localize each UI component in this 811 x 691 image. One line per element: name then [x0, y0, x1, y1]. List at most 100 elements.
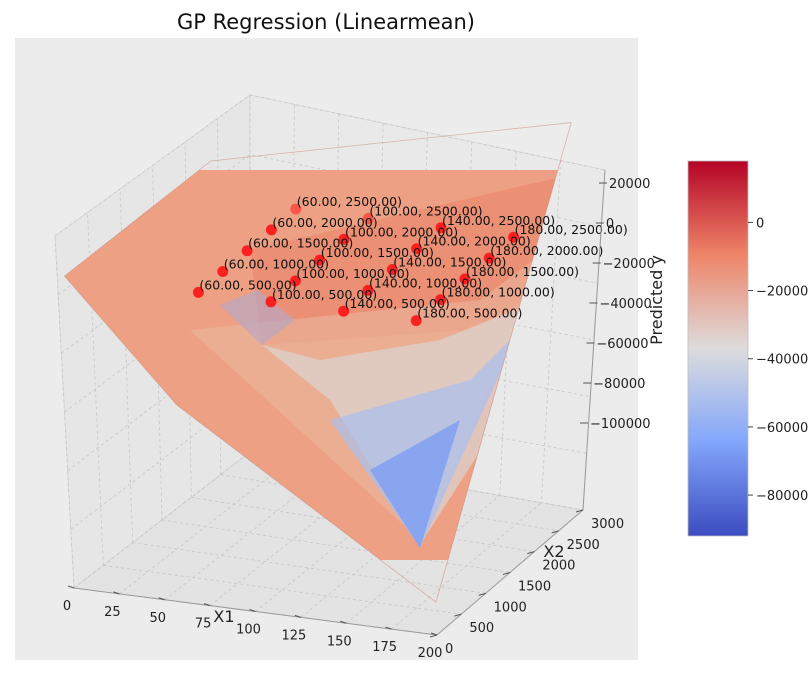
colorbar-tick-label: 0	[756, 216, 764, 231]
x1-axis-label: X1	[213, 607, 234, 626]
x1-tick-label: 175	[372, 640, 397, 655]
x1-tick-label: 200	[418, 646, 443, 661]
data-point	[265, 224, 277, 236]
data-point	[435, 294, 447, 306]
data-point	[435, 222, 447, 234]
data-point	[192, 286, 204, 298]
x1-tick-label: 50	[149, 611, 166, 626]
point-label: (140.00, 1500.00)	[393, 255, 506, 270]
x2-axis-label: X2	[543, 542, 564, 561]
colorbar-ticks: 0 −20000 −40000 −60000 −80000	[748, 216, 808, 504]
z-axis-label: Predicted y	[647, 255, 666, 345]
observed-points	[192, 203, 520, 327]
x1-tick-label: 150	[327, 634, 352, 649]
data-point	[241, 245, 253, 257]
x1-tick-label: 25	[104, 605, 121, 620]
grid-line-x2	[161, 519, 511, 573]
colorbar	[687, 160, 749, 537]
x1-tick-label: 75	[195, 617, 212, 632]
point-label: (100.00, 2000.00)	[345, 224, 458, 239]
surface-trough	[220, 290, 295, 345]
data-point	[410, 315, 422, 327]
point-label: (140.00, 2000.00)	[418, 234, 531, 249]
x1-tick-mark	[430, 632, 438, 636]
z-tick-label: −100000	[590, 417, 651, 432]
z-tick-label: −20000	[603, 257, 655, 272]
x1-tick-mark	[113, 591, 120, 595]
x2-tick-mark	[527, 551, 535, 555]
data-point	[411, 243, 423, 255]
z-tick-label: −80000	[593, 377, 645, 392]
point-label: (100.00, 1500.00)	[321, 245, 434, 260]
x2-tick-mark	[502, 572, 511, 575]
data-point	[362, 284, 374, 296]
surface-outline	[63, 122, 572, 603]
chart-title: GP Regression (Linearmean)	[177, 10, 475, 34]
point-label: (60.00, 2000.00)	[272, 215, 377, 230]
data-point	[217, 266, 229, 277]
colorbar-tick-label: −20000	[756, 285, 808, 300]
x1-tick-label: 100	[236, 623, 261, 638]
x1-tick-mark	[203, 603, 211, 607]
colorbar-tick-label: −40000	[756, 353, 808, 368]
point-label: (180.00, 2500.00)	[515, 222, 628, 237]
data-point	[483, 252, 495, 264]
x2-tick-label: 500	[469, 621, 494, 636]
x2-tick-label: 1500	[518, 580, 551, 595]
surface-cool-region	[330, 330, 520, 548]
data-point	[459, 273, 471, 285]
point-label: (100.00, 500.00)	[272, 287, 377, 302]
point-label: (60.00, 2500.00)	[297, 194, 402, 209]
z-tick-label: 20000	[609, 177, 650, 192]
point-labels: (60.00, 500.00) (60.00, 1000.00) (60.00, 1…	[199, 194, 627, 321]
data-point	[508, 231, 520, 243]
data-point	[362, 212, 374, 224]
point-label: (140.00, 2500.00)	[442, 213, 555, 228]
point-label: (180.00, 1000.00)	[442, 285, 555, 300]
data-point	[386, 264, 398, 275]
colorbar-tick-label: −60000	[756, 421, 808, 436]
surface-cold-region	[370, 420, 460, 548]
x2-tick-label: 2000	[542, 559, 575, 574]
point-label: (100.00, 2500.00)	[369, 203, 482, 218]
x2-tick-mark	[575, 509, 584, 513]
z-ticks: 20000 0 −20000 −40000 −60000 −80000 −100000	[580, 177, 655, 432]
x1-tick-mark	[294, 614, 302, 618]
x2-tick-label: 2500	[567, 538, 600, 553]
z-axis-line	[582, 169, 606, 511]
regression-surface	[64, 170, 572, 560]
data-point	[265, 296, 277, 308]
x2-tick-mark	[478, 592, 486, 596]
x1-tick-mark	[340, 620, 347, 624]
data-point	[290, 203, 302, 215]
grid-line-x2	[103, 564, 462, 615]
z-tick-label: 0	[606, 217, 614, 232]
data-point	[289, 275, 301, 287]
point-label: (60.00, 1000.00)	[224, 257, 329, 272]
x1-tick-mark	[67, 585, 75, 589]
x1-tick-mark	[158, 597, 165, 601]
x2-tick-label: 0	[445, 642, 453, 657]
point-label: (140.00, 500.00)	[345, 296, 450, 311]
point-label: (60.00, 1500.00)	[248, 236, 353, 251]
x2-tick-mark	[454, 613, 462, 617]
point-label: (140.00, 1000.00)	[369, 275, 482, 290]
data-point	[338, 233, 350, 245]
data-point	[314, 254, 326, 266]
x1-ticks: 0 25 50 75 100 125 150 175 200	[63, 585, 443, 661]
x2-tick-label: 1000	[494, 600, 527, 615]
point-label: (180.00, 2000.00)	[490, 243, 603, 258]
grid-line-x2	[191, 496, 535, 553]
data-point	[338, 305, 350, 317]
x1-tick-label: 125	[281, 628, 306, 643]
x1-tick-mark	[385, 626, 392, 630]
point-label: (180.00, 500.00)	[417, 306, 522, 321]
point-label: (180.00, 1500.00)	[466, 264, 579, 279]
z-tick-label: −60000	[596, 337, 648, 352]
x1-tick-mark	[249, 609, 256, 612]
x2-tick-mark	[429, 634, 438, 638]
z-tick-label: −40000	[600, 297, 652, 312]
